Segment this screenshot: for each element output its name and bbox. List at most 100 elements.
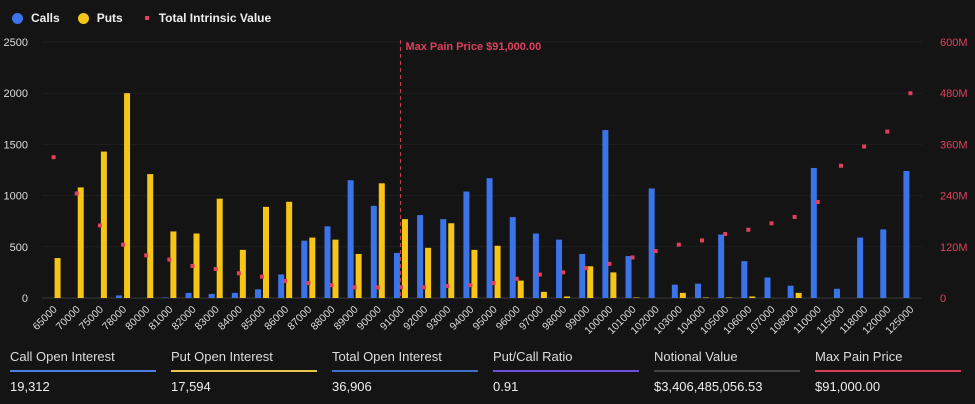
stat-label: Put Open Interest [171,349,273,364]
call-bar [486,178,493,298]
call-bar [671,284,678,298]
call-bar [903,171,910,298]
call-bar [370,205,377,298]
intrinsic-point [653,249,658,254]
call-bar [255,289,261,298]
intrinsic-point [375,285,380,290]
stats-row: Call Open Interest 19,312 Put Open Intere… [10,349,975,394]
put-bar [77,187,84,298]
stat-value: 0.91 [493,379,519,394]
put-bar [540,291,547,298]
stat-label: Put/Call Ratio [493,349,573,364]
x-tick-label: 96000 [494,304,523,333]
x-tick-label: 83000 [193,304,222,333]
chart-legend: Calls Puts Total Intrinsic Value [12,11,289,25]
call-bar [833,288,840,298]
put-bar [378,183,385,298]
put-bar [633,297,640,298]
x-tick-label: 80000 [123,304,152,333]
y-right-tick-label: 240M [940,191,968,203]
call-bar [162,297,169,298]
legend-intrinsic[interactable]: Total Intrinsic Value [141,11,271,25]
call-bar [880,229,887,298]
x-tick-label: 88000 [308,304,337,333]
x-tick-label: 92000 [401,304,430,333]
call-bar [116,295,123,298]
legend-calls[interactable]: Calls [12,11,60,25]
x-tick-label: 95000 [471,304,500,333]
put-bar [332,239,339,298]
put-bar [679,292,686,298]
stat-underline [332,370,478,372]
x-tick-label: 75000 [77,304,106,333]
intrinsic-point [283,278,288,283]
intrinsic-point [74,191,79,196]
y-left-tick-label: 2000 [4,88,28,100]
intrinsic-point [329,283,334,288]
legend-puts-label: Puts [96,11,123,25]
legend-calls-label: Calls [31,11,60,25]
intrinsic-point [97,223,102,228]
intrinsic-point [144,253,149,258]
put-bar [100,151,107,298]
intrinsic-point [51,155,56,160]
call-bar [648,188,655,298]
intrinsic-point [838,163,843,168]
stat-notional-value: Notional Value $3,406,485,056.53 [654,349,800,394]
legend-intrinsic-label: Total Intrinsic Value [158,11,272,25]
call-bar [787,285,794,298]
intrinsic-point [213,266,218,271]
intrinsic-point [607,261,612,266]
stat-value: $91,000.00 [815,379,881,394]
stat-label: Notional Value [654,349,738,364]
intrinsic-point [700,238,704,243]
intrinsic-point [885,129,890,134]
call-bar [417,215,424,298]
intrinsic-point [723,232,728,236]
call-bar [556,239,563,298]
max-pain-label: Max Pain Price $91,000.00 [405,41,541,53]
intrinsic-point [236,271,241,276]
legend-puts[interactable]: Puts [77,11,123,25]
call-bar [324,226,331,298]
call-bar [347,180,354,298]
intrinsic-point [121,242,126,247]
put-bar [193,233,200,298]
x-tick-label: 70000 [54,304,83,333]
intrinsic-point [630,255,635,260]
call-bar [602,130,609,298]
x-tick-label: 90000 [355,304,384,333]
stat-value: $3,406,485,056.53 [654,379,763,394]
call-bar [185,292,192,298]
stat-put-oi: Put Open Interest 17,594 [171,349,317,394]
put-bar [170,231,177,298]
call-bar [463,191,470,298]
call-bar [741,261,748,298]
intrinsic-point [514,276,519,281]
put-bar [355,253,362,298]
stat-underline [10,370,156,372]
intrinsic-point [746,227,751,232]
put-bar [124,93,131,298]
put-bar [564,296,571,298]
intrinsic-square-icon [144,16,149,20]
intrinsic-point [561,270,566,275]
stat-underline [815,370,961,372]
stat-call-oi: Call Open Interest 19,312 [10,349,156,394]
stat-value: 36,906 [332,379,372,394]
x-tick-label: 98000 [540,304,569,333]
intrinsic-point [584,266,589,271]
put-bar [795,292,802,298]
put-bar [726,297,733,298]
intrinsic-point [862,144,867,149]
put-bar [494,245,501,298]
intrinsic-point [260,274,264,279]
y-left-tick-label: 0 [22,293,28,305]
stat-underline [171,370,317,372]
intrinsic-point [468,283,473,288]
put-bar [401,219,408,298]
put-bar [749,296,756,298]
stat-underline [654,370,800,372]
x-tick-label: 97000 [517,304,546,333]
intrinsic-point [306,281,311,286]
